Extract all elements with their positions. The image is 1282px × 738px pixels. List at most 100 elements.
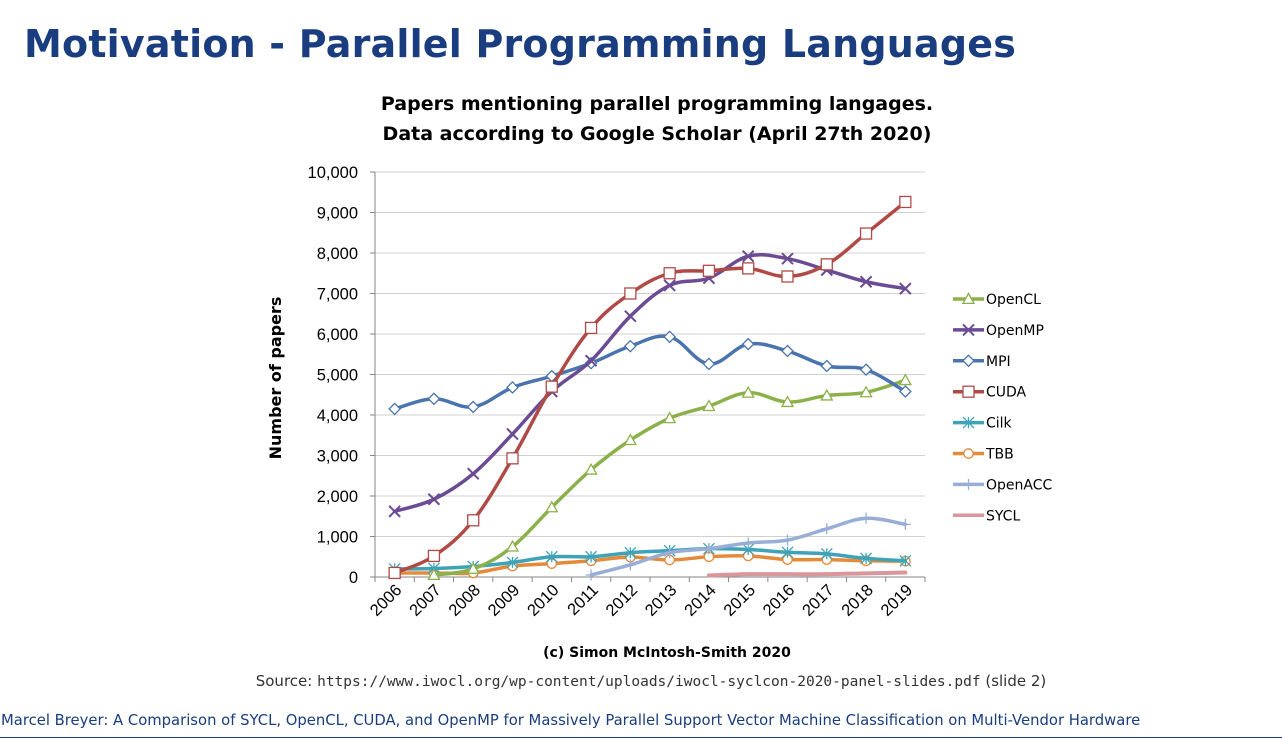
data-point — [506, 452, 519, 465]
data-point — [963, 448, 974, 459]
legend-label: CUDA — [986, 385, 1027, 401]
data-point — [623, 339, 637, 353]
x-axis: 2006 2007 2008 2009 2010 2011 2012 2013 2014 2015… — [367, 576, 926, 620]
data-point — [427, 392, 441, 406]
data-point — [545, 550, 558, 563]
data-point — [742, 537, 754, 549]
y-tick-label: 5,000 — [317, 367, 358, 385]
x-tick-label: 2012 — [602, 581, 641, 620]
legend-item-tbb: TBB — [953, 447, 1014, 463]
data-point — [427, 549, 441, 563]
data-point — [624, 546, 637, 559]
data-point — [702, 357, 716, 371]
data-point — [663, 279, 676, 292]
series-line — [392, 200, 908, 575]
slide-title: Motivation - Parallel Programming Langua… — [24, 22, 1017, 66]
data-point — [427, 493, 441, 506]
y-tick-label: 4,000 — [317, 407, 358, 425]
series-openmp — [388, 250, 912, 518]
data-point — [821, 523, 833, 535]
legend-item-opencl: OpenCL — [953, 292, 1041, 308]
x-tick-label: 2009 — [485, 581, 524, 620]
legend-label: MPI — [986, 354, 1011, 370]
y-tick-label: 8,000 — [317, 245, 358, 263]
data-point — [703, 543, 715, 555]
data-point — [782, 534, 793, 546]
data-point — [506, 556, 519, 569]
data-point — [623, 433, 637, 446]
chart-title-line-2: Data according to Google Scholar (April … — [383, 123, 932, 145]
legend-item-sycl: SYCL — [953, 508, 1020, 524]
data-point — [664, 547, 676, 559]
legend-label: TBB — [985, 447, 1014, 463]
data-point — [466, 400, 480, 414]
x-tick-label: 2019 — [877, 581, 916, 620]
legend-label: SYCL — [986, 508, 1020, 524]
data-point — [820, 388, 834, 401]
series-cuda — [388, 195, 912, 580]
data-point — [388, 505, 401, 518]
data-point — [584, 354, 598, 367]
data-point — [506, 381, 519, 394]
legend-label: OpenMP — [986, 323, 1044, 339]
data-point — [663, 267, 676, 280]
data-point — [624, 309, 637, 323]
data-point — [860, 512, 872, 524]
data-point — [663, 411, 677, 424]
data-point — [624, 287, 637, 300]
data-point — [820, 359, 834, 373]
x-tick-label: 2010 — [524, 581, 563, 620]
data-point — [584, 462, 598, 475]
data-point — [898, 373, 912, 386]
data-point — [663, 330, 677, 344]
y-axis-title: Number of papers — [266, 297, 285, 460]
chart-credit: (c) Simon McIntosh-Smith 2020 — [543, 645, 791, 661]
data-point — [388, 566, 401, 580]
y-tick-label: 9,000 — [317, 205, 358, 223]
source-link[interactable]: https://www.iwocl.org/wp-content/uploads… — [317, 674, 981, 690]
data-point — [781, 344, 794, 358]
data-point — [585, 569, 597, 581]
data-point — [962, 416, 975, 429]
data-point — [545, 500, 559, 513]
data-point — [467, 467, 480, 480]
data-point — [506, 427, 519, 441]
data-point — [962, 323, 975, 337]
y-axis: 0 1,000 2,000 3,000 4,000 5,000 6,000 7,000 8,00… — [308, 164, 376, 587]
data-point — [466, 562, 480, 574]
plot-series — [388, 195, 912, 581]
data-point — [859, 363, 873, 377]
source-label: Source: — [255, 672, 313, 690]
y-tick-label: 2,000 — [317, 488, 358, 506]
x-tick-label: 2013 — [642, 581, 681, 620]
series-mpi — [388, 330, 912, 416]
data-point — [962, 354, 975, 368]
source-suffix: (slide 2) — [985, 672, 1047, 690]
data-point — [780, 395, 795, 408]
series-opencl — [427, 373, 912, 581]
data-point — [545, 380, 558, 393]
data-point — [820, 258, 833, 271]
data-point — [742, 262, 755, 275]
data-point — [467, 514, 480, 527]
y-tick-label: 6,000 — [317, 326, 358, 344]
data-point — [963, 478, 974, 490]
legend-item-cuda: CUDA — [953, 385, 1027, 401]
footer-bar: Marcel Breyer: A Comparison of SYCL, Ope… — [0, 710, 1282, 738]
y-gridlines — [375, 171, 925, 537]
line-chart: Papers mentioning parallel programming l… — [266, 93, 1052, 661]
data-point — [899, 554, 912, 567]
data-point — [781, 546, 794, 559]
y-tick-label: 0 — [349, 569, 358, 587]
data-point — [860, 552, 873, 565]
data-point — [702, 264, 716, 277]
data-point — [820, 547, 833, 560]
chart-title-line-1: Papers mentioning parallel programming l… — [381, 93, 933, 115]
legend-label: OpenCL — [986, 292, 1041, 308]
series-openacc — [585, 512, 911, 581]
x-tick-label: 2006 — [367, 581, 406, 620]
data-point — [427, 568, 441, 581]
x-tick-label: 2016 — [760, 581, 799, 620]
legend: OpenCL OpenMP MPI CUDA Cilk TBB OpenACC SYCL — [953, 292, 1052, 524]
data-point — [859, 275, 873, 288]
